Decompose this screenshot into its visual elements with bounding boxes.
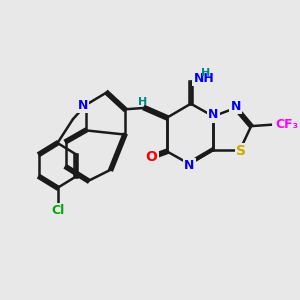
Text: CF₃: CF₃ <box>275 118 298 131</box>
Text: H: H <box>201 68 210 78</box>
Text: N: N <box>208 108 218 122</box>
Text: N: N <box>184 159 195 172</box>
Text: H: H <box>139 97 148 107</box>
Text: N: N <box>230 100 241 113</box>
Text: NH: NH <box>194 72 214 85</box>
Text: N: N <box>78 99 88 112</box>
Text: S: S <box>236 144 246 158</box>
Text: Cl: Cl <box>51 204 64 217</box>
Text: O: O <box>146 150 158 164</box>
